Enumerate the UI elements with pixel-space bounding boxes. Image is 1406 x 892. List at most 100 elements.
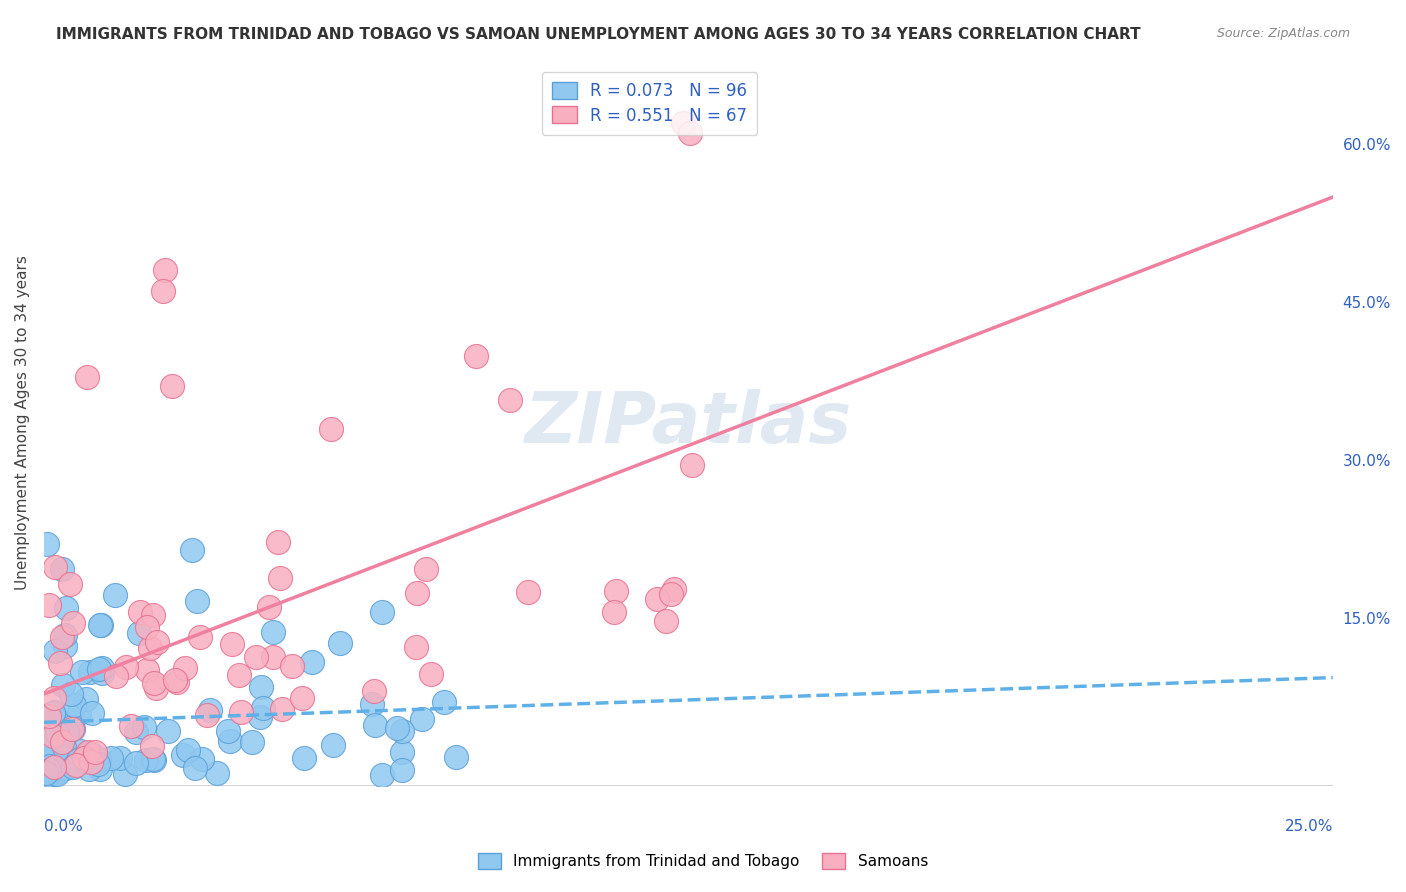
Immigrants from Trinidad and Tobago	[134, 721, 156, 735]
Immigrants from Trinidad and Tobago	[69, 744, 91, 758]
Samoans	[415, 562, 437, 576]
Immigrants from Trinidad and Tobago	[52, 678, 75, 692]
Legend: R = 0.073   N = 96, R = 0.551   N = 67: R = 0.073 N = 96, R = 0.551 N = 67	[541, 71, 758, 135]
Samoans	[319, 421, 342, 435]
Immigrants from Trinidad and Tobago	[37, 745, 59, 759]
Samoans	[65, 758, 87, 772]
Immigrants from Trinidad and Tobago	[360, 698, 382, 712]
Samoans	[603, 605, 626, 619]
Legend: Immigrants from Trinidad and Tobago, Samoans: Immigrants from Trinidad and Tobago, Sam…	[472, 847, 934, 875]
Samoans	[49, 656, 72, 670]
Immigrants from Trinidad and Tobago	[391, 744, 413, 758]
Samoans	[129, 606, 152, 620]
Immigrants from Trinidad and Tobago	[371, 768, 394, 782]
Immigrants from Trinidad and Tobago	[200, 703, 222, 717]
Samoans	[679, 126, 702, 140]
Immigrants from Trinidad and Tobago	[51, 561, 73, 575]
Immigrants from Trinidad and Tobago	[108, 751, 131, 765]
Samoans	[465, 349, 488, 363]
Immigrants from Trinidad and Tobago	[45, 747, 67, 762]
Immigrants from Trinidad and Tobago	[44, 767, 66, 781]
Immigrants from Trinidad and Tobago	[301, 655, 323, 669]
Samoans	[84, 745, 107, 759]
Immigrants from Trinidad and Tobago	[190, 752, 212, 766]
Immigrants from Trinidad and Tobago	[34, 735, 56, 749]
Immigrants from Trinidad and Tobago	[42, 706, 65, 720]
Immigrants from Trinidad and Tobago	[172, 748, 194, 763]
Samoans	[645, 592, 668, 607]
Samoans	[60, 723, 83, 737]
Samoans	[135, 620, 157, 634]
Samoans	[281, 659, 304, 673]
Samoans	[221, 637, 243, 651]
Text: 0.0%: 0.0%	[44, 819, 83, 834]
Samoans	[174, 661, 197, 675]
Immigrants from Trinidad and Tobago	[60, 720, 83, 734]
Samoans	[406, 586, 429, 600]
Immigrants from Trinidad and Tobago	[70, 665, 93, 679]
Immigrants from Trinidad and Tobago	[292, 751, 315, 765]
Samoans	[257, 600, 280, 615]
Immigrants from Trinidad and Tobago	[177, 742, 200, 756]
Samoans	[141, 739, 163, 754]
Samoans	[104, 669, 127, 683]
Immigrants from Trinidad and Tobago	[89, 762, 111, 776]
Samoans	[59, 576, 82, 591]
Immigrants from Trinidad and Tobago	[184, 761, 207, 775]
Immigrants from Trinidad and Tobago	[91, 666, 114, 681]
Immigrants from Trinidad and Tobago	[53, 640, 76, 654]
Immigrants from Trinidad and Tobago	[242, 735, 264, 749]
Immigrants from Trinidad and Tobago	[322, 738, 344, 752]
Immigrants from Trinidad and Tobago	[67, 753, 90, 767]
Samoans	[517, 584, 540, 599]
Samoans	[291, 691, 314, 706]
Immigrants from Trinidad and Tobago	[104, 588, 127, 602]
Samoans	[363, 683, 385, 698]
Immigrants from Trinidad and Tobago	[55, 761, 77, 775]
Immigrants from Trinidad and Tobago	[249, 709, 271, 723]
Immigrants from Trinidad and Tobago	[56, 725, 79, 739]
Samoans	[142, 608, 165, 623]
Immigrants from Trinidad and Tobago	[128, 625, 150, 640]
Immigrants from Trinidad and Tobago	[114, 767, 136, 781]
Immigrants from Trinidad and Tobago	[143, 752, 166, 766]
Immigrants from Trinidad and Tobago	[86, 756, 108, 771]
Immigrants from Trinidad and Tobago	[39, 743, 62, 757]
Samoans	[166, 674, 188, 689]
Immigrants from Trinidad and Tobago	[67, 706, 90, 720]
Immigrants from Trinidad and Tobago	[82, 706, 104, 720]
Immigrants from Trinidad and Tobago	[77, 762, 100, 776]
Samoans	[136, 663, 159, 677]
Immigrants from Trinidad and Tobago	[48, 764, 70, 778]
Samoans	[195, 708, 218, 723]
Samoans	[42, 729, 65, 743]
Immigrants from Trinidad and Tobago	[79, 665, 101, 679]
Samoans	[659, 587, 682, 601]
Immigrants from Trinidad and Tobago	[391, 723, 413, 738]
Immigrants from Trinidad and Tobago	[55, 601, 77, 615]
Immigrants from Trinidad and Tobago	[444, 750, 467, 764]
Immigrants from Trinidad and Tobago	[35, 740, 58, 755]
Immigrants from Trinidad and Tobago	[385, 721, 408, 735]
Immigrants from Trinidad and Tobago	[89, 753, 111, 767]
Samoans	[38, 598, 60, 612]
Text: IMMIGRANTS FROM TRINIDAD AND TOBAGO VS SAMOAN UNEMPLOYMENT AMONG AGES 30 TO 34 Y: IMMIGRANTS FROM TRINIDAD AND TOBAGO VS S…	[56, 27, 1140, 42]
Samoans	[267, 534, 290, 549]
Immigrants from Trinidad and Tobago	[207, 765, 229, 780]
Samoans	[80, 755, 103, 769]
Immigrants from Trinidad and Tobago	[35, 733, 58, 747]
Samoans	[228, 668, 250, 682]
Immigrants from Trinidad and Tobago	[38, 759, 60, 773]
Immigrants from Trinidad and Tobago	[35, 766, 58, 780]
Immigrants from Trinidad and Tobago	[62, 722, 84, 736]
Samoans	[115, 660, 138, 674]
Immigrants from Trinidad and Tobago	[41, 723, 63, 737]
Immigrants from Trinidad and Tobago	[46, 726, 69, 740]
Immigrants from Trinidad and Tobago	[53, 628, 76, 642]
Immigrants from Trinidad and Tobago	[181, 543, 204, 558]
Immigrants from Trinidad and Tobago	[46, 745, 69, 759]
Samoans	[44, 759, 66, 773]
Immigrants from Trinidad and Tobago	[157, 724, 180, 739]
Samoans	[120, 719, 142, 733]
Samoans	[77, 745, 100, 759]
